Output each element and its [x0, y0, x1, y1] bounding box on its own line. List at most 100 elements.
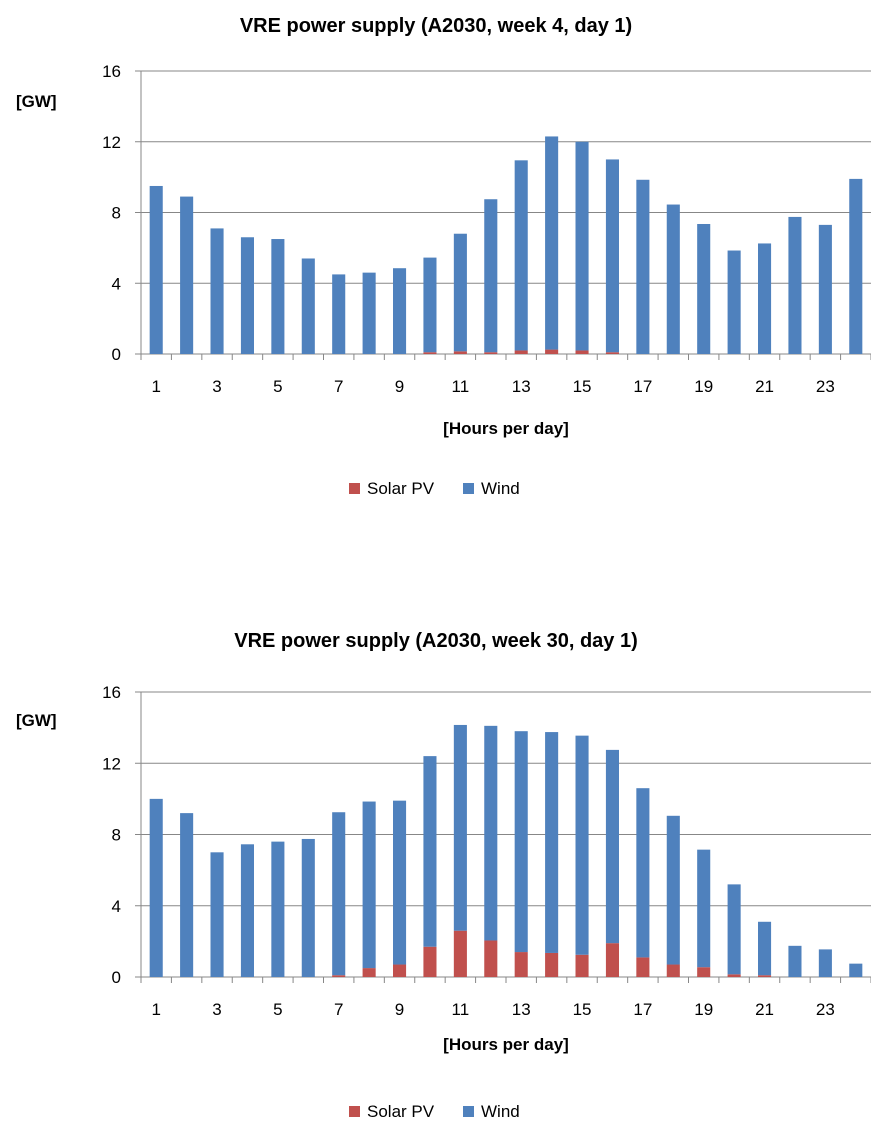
bar-solar-pv [484, 352, 498, 354]
bar-wind [818, 949, 832, 977]
bar-solar-pv [423, 352, 437, 354]
x-tick-label: 11 [452, 1000, 470, 1019]
bar-wind [605, 159, 619, 353]
y-tick-label: 16 [102, 62, 121, 81]
x-tick-label: 19 [694, 377, 713, 396]
bar-solar-pv [758, 975, 772, 977]
bar-wind [240, 844, 254, 977]
chart-title: VRE power supply (A2030, week 30, day 1) [234, 630, 638, 652]
bar-wind [180, 196, 194, 354]
bar-wind [423, 257, 437, 353]
bar-wind [362, 272, 376, 354]
y-tick-label: 0 [112, 345, 121, 364]
bar-solar-pv [605, 352, 619, 354]
bar-solar-pv [362, 968, 376, 977]
legend-swatch [349, 1106, 360, 1117]
bar-solar-pv [453, 351, 467, 354]
x-tick-label: 21 [755, 377, 774, 396]
bar-wind [332, 274, 346, 354]
legend-swatch [463, 483, 474, 494]
bar-wind [423, 756, 437, 947]
x-tick-label: 3 [212, 1000, 221, 1019]
bar-wind [636, 788, 650, 958]
bar-wind [514, 731, 528, 953]
y-tick-label: 12 [102, 133, 121, 152]
bar-wind [818, 224, 832, 354]
y-tick-label: 4 [112, 274, 121, 293]
bar-wind [545, 732, 559, 953]
bar-solar-pv [484, 940, 498, 977]
y-tick-label: 8 [112, 826, 121, 845]
x-tick-label: 21 [755, 1000, 774, 1019]
x-tick-label: 17 [633, 1000, 652, 1019]
x-axis-label: [Hours per day] [443, 419, 569, 438]
bar-solar-pv [514, 350, 528, 354]
bar-wind [210, 228, 224, 354]
x-tick-label: 19 [694, 1000, 713, 1019]
bar-solar-pv [514, 952, 528, 977]
bar-wind [545, 136, 559, 350]
x-tick-label: 13 [512, 377, 531, 396]
bar-wind [758, 243, 772, 354]
bar-wind [697, 849, 711, 968]
bar-wind [666, 204, 680, 354]
bar-wind [484, 199, 498, 353]
chart-week-30: VRE power supply (A2030, week 30, day 1)… [0, 620, 871, 1129]
bar-wind [301, 258, 315, 354]
y-axis-label: [GW] [16, 92, 57, 111]
bar-solar-pv [575, 954, 589, 977]
bar-wind [788, 945, 802, 977]
bar-wind [393, 268, 407, 354]
bar-wind [453, 233, 467, 352]
x-tick-label: 3 [212, 377, 221, 396]
bar-wind [666, 815, 680, 965]
bar-solar-pv [545, 952, 559, 977]
bar-wind [758, 921, 772, 976]
x-tick-label: 1 [151, 1000, 160, 1019]
bar-solar-pv [575, 350, 589, 354]
bar-wind [453, 724, 467, 931]
bar-wind [393, 800, 407, 965]
x-tick-label: 15 [573, 1000, 592, 1019]
x-tick-label: 9 [395, 1000, 404, 1019]
bar-wind [575, 141, 589, 351]
bar-wind [788, 216, 802, 354]
bar-wind [697, 223, 711, 354]
bar-solar-pv [666, 964, 680, 977]
bar-wind [849, 963, 863, 977]
x-tick-label: 11 [452, 377, 470, 396]
bar-wind [210, 852, 224, 977]
legend-label: Wind [481, 479, 520, 498]
chart-svg: VRE power supply (A2030, week 4, day 1) [… [16, 15, 871, 498]
bar-wind [180, 813, 194, 977]
chart-svg: VRE power supply (A2030, week 30, day 1)… [16, 630, 871, 1121]
legend-swatch [349, 483, 360, 494]
legend: Solar PV Wind [349, 479, 520, 498]
legend-swatch [463, 1106, 474, 1117]
x-tick-label: 7 [334, 377, 343, 396]
bar-solar-pv [545, 349, 559, 354]
x-tick-label: 9 [395, 377, 404, 396]
bar-wind [149, 798, 163, 977]
bar-wind [362, 801, 376, 969]
bar-wind [240, 237, 254, 354]
bar-wind [271, 239, 285, 354]
legend-label: Solar PV [367, 479, 435, 498]
bar-solar-pv [636, 957, 650, 977]
y-tick-label: 12 [102, 754, 121, 773]
bar-wind [727, 250, 741, 354]
x-tick-label: 13 [512, 1000, 531, 1019]
bar-solar-pv [393, 964, 407, 977]
bar-solar-pv [697, 967, 711, 977]
x-tick-label: 23 [816, 377, 835, 396]
legend-label: Solar PV [367, 1102, 435, 1121]
x-tick-label: 23 [816, 1000, 835, 1019]
bar-solar-pv [727, 974, 741, 977]
bar-wind [271, 841, 285, 977]
chart-week-4: VRE power supply (A2030, week 4, day 1) [… [0, 0, 871, 540]
y-tick-label: 16 [102, 683, 121, 702]
bar-wind [484, 725, 498, 941]
x-tick-label: 17 [633, 377, 652, 396]
bar-solar-pv [453, 930, 467, 977]
x-tick-label: 1 [151, 377, 160, 396]
